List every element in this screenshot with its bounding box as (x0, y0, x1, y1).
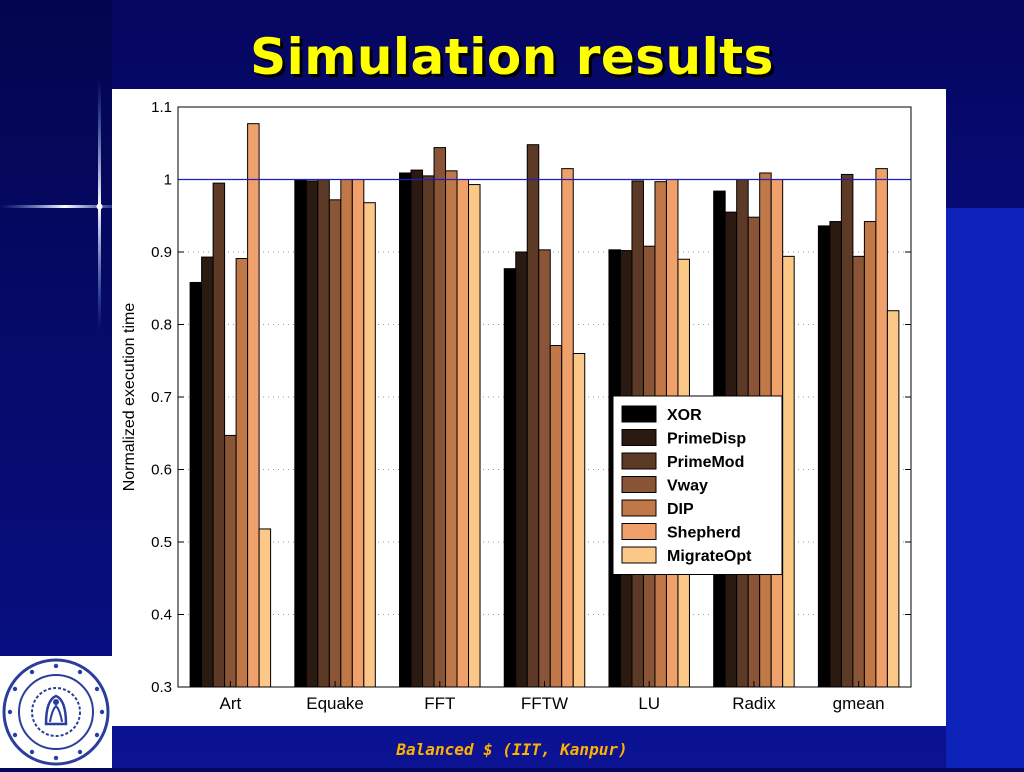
legend-label: XOR (667, 407, 702, 424)
bar-vway-equake (328, 199, 342, 688)
bar-vway-art (224, 434, 237, 688)
bar-dip-art (235, 258, 249, 688)
bar-migrateopt-fftw (572, 353, 586, 688)
legend-swatch (621, 452, 657, 470)
bar-primemod-fft (422, 175, 435, 688)
bar-shepherd-fft (456, 179, 470, 688)
y-tick-label: 1.1 (151, 99, 172, 116)
bar-primedisp-fftw (515, 251, 528, 688)
legend-label: PrimeDisp (667, 431, 746, 448)
bar-chart: 0.3 0.4 0.5 0.6 0.7 0.8 0.9 1 1.1 Art Equake FFT FFT… (121, 99, 912, 713)
bar-vway-fftw (538, 249, 551, 688)
y-tick-label: 0.9 (151, 244, 172, 261)
y-tick-label: 0.4 (151, 607, 172, 624)
bar-dip-fft (445, 170, 458, 688)
bar-dip-fftw (549, 345, 563, 688)
bar-primemod-fftw (526, 144, 540, 688)
y-tick-label: 0.3 (151, 679, 172, 696)
left-decor-panel (0, 0, 112, 768)
legend-label: Shepherd (667, 525, 741, 542)
plot-frame (177, 106, 912, 688)
bar-primemod-art (212, 182, 226, 688)
bar-primemod-gmean (840, 173, 854, 688)
bar-migrateopt-equake (363, 202, 376, 688)
bar-migrateopt-radix (782, 255, 795, 688)
bar-migrateopt-gmean (886, 310, 900, 688)
bar-dip-gmean (863, 221, 877, 688)
legend-swatch (621, 546, 657, 564)
y-tick-label: 0.6 (151, 462, 172, 479)
x-tick-label: FFT (424, 694, 455, 713)
bar-xor-fft (399, 172, 412, 688)
slide-title: Simulation results (250, 28, 774, 86)
bar-primedisp-fft (410, 169, 424, 688)
bar-xor-art (189, 281, 203, 688)
legend-label: MigrateOpt (667, 548, 752, 565)
bar-vway-gmean (852, 255, 865, 688)
y-axis-label: Normalized execution time (121, 303, 138, 492)
y-tick-label: 1 (164, 172, 172, 189)
bar-shepherd-art (247, 123, 260, 688)
legend-label: PrimeMod (667, 454, 744, 471)
chart-panel: 0.3 0.4 0.5 0.6 0.7 0.8 0.9 1 1.1 Art Equake FFT FFT… (112, 89, 946, 726)
bar-primemod-equake (317, 179, 330, 688)
legend-swatch (621, 429, 657, 446)
y-tick-label: 0.5 (151, 534, 172, 551)
x-tick-label: gmean (833, 694, 885, 713)
legend-swatch (621, 405, 657, 423)
bar-shepherd-gmean (875, 168, 888, 688)
iit-kanpur-seal-icon (2, 658, 110, 766)
bar-shepherd-equake (351, 179, 365, 688)
legend-swatch (621, 523, 657, 540)
x-tick-label: Art (219, 694, 241, 713)
legend-label: Vway (667, 478, 708, 495)
bar-vway-fft (433, 147, 447, 688)
bar-xor-equake (294, 179, 307, 688)
x-tick-label: Equake (306, 694, 364, 713)
right-decor-band (946, 208, 1024, 768)
bar-xor-fftw (503, 268, 517, 688)
y-tick-label: 0.8 (151, 317, 172, 334)
bar-migrateopt-fft (468, 184, 481, 688)
x-tick-label: LU (638, 694, 660, 713)
legend-label: DIP (667, 501, 694, 518)
bar-dip-equake (340, 179, 353, 688)
slide-footer: Balanced $ (IIT, Kanpur) (396, 740, 628, 759)
y-tick-label: 0.7 (151, 389, 172, 406)
bar-shepherd-fftw (561, 168, 574, 688)
bar-primedisp-art (201, 256, 214, 688)
x-tick-label: FFTW (521, 694, 568, 713)
legend-swatch (621, 476, 657, 493)
sparkle-decoration (0, 80, 130, 330)
x-tick-label: Radix (732, 694, 776, 713)
bar-primedisp-gmean (829, 221, 842, 688)
bar-xor-gmean (817, 225, 831, 688)
bar-primedisp-equake (305, 180, 319, 688)
legend-swatch (621, 499, 657, 517)
logo-box (0, 656, 112, 768)
bar-migrateopt-art (258, 528, 272, 688)
